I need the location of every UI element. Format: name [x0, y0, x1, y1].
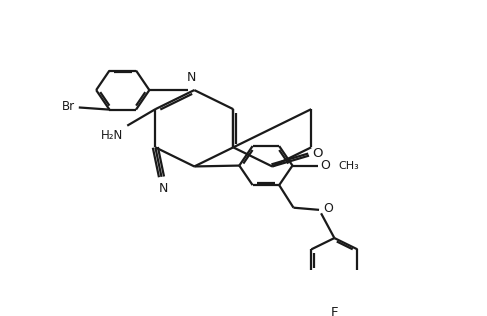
Text: Br: Br: [61, 100, 75, 112]
Text: N: N: [187, 71, 196, 84]
Text: N: N: [158, 182, 168, 195]
Text: CH₃: CH₃: [338, 161, 359, 171]
Text: O: O: [323, 202, 333, 215]
Text: F: F: [331, 306, 338, 316]
Text: O: O: [320, 159, 331, 172]
Text: H₂N: H₂N: [101, 129, 123, 142]
Text: O: O: [313, 147, 323, 160]
